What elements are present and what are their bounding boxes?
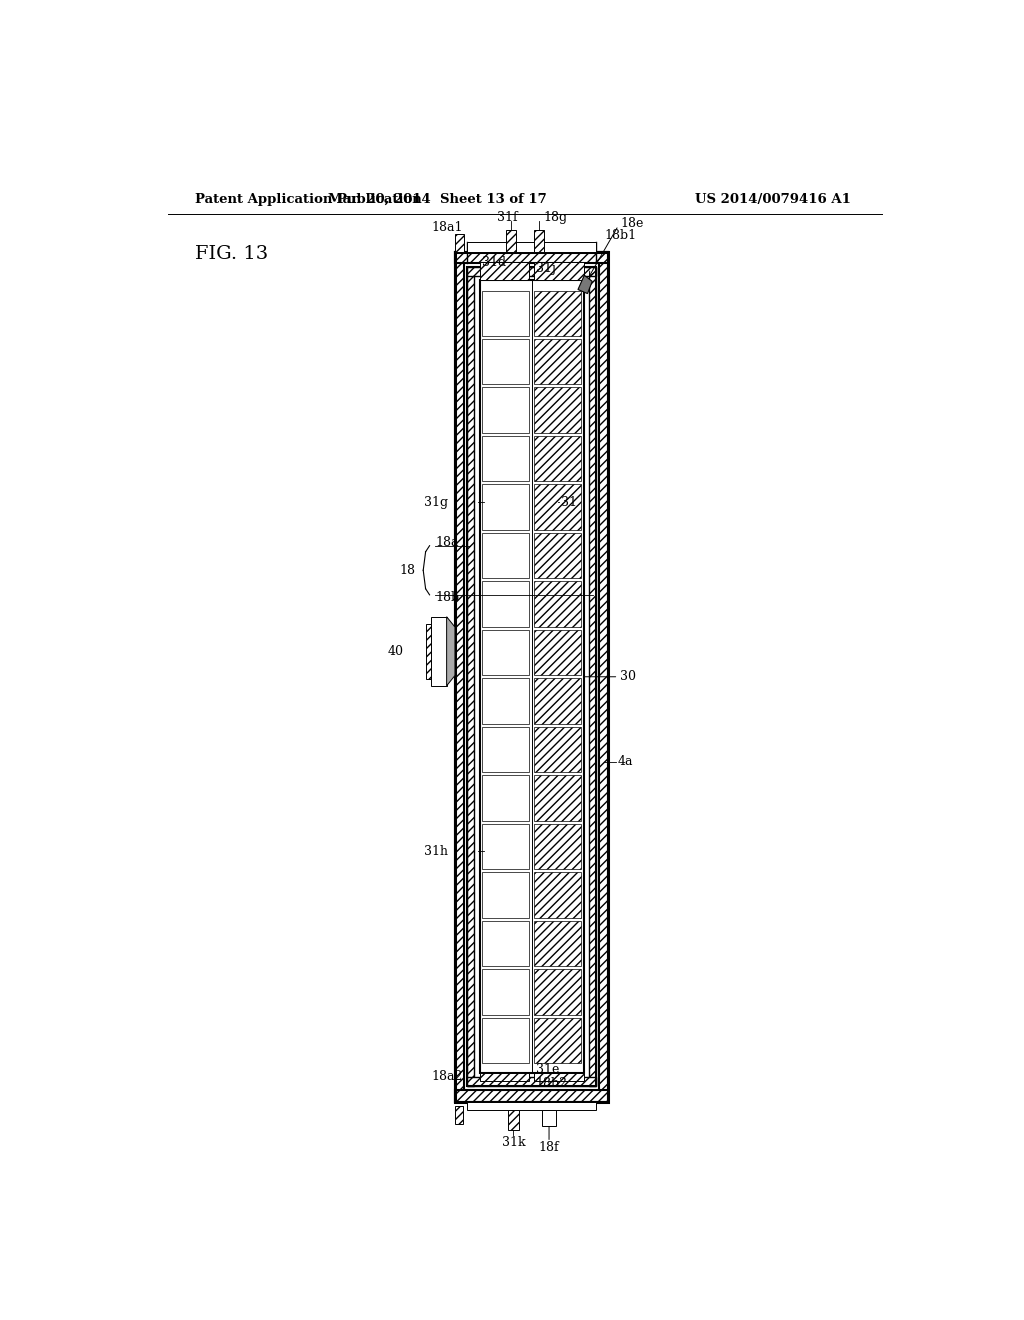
Text: 31j: 31j (536, 261, 555, 275)
Bar (534, 1073, 584, 1081)
Text: 40: 40 (387, 644, 403, 657)
Bar (467, 267, 596, 1086)
Bar (482, 484, 529, 529)
Text: 18g: 18g (544, 211, 567, 224)
Bar (431, 616, 446, 686)
Text: 31e: 31e (536, 1063, 559, 1076)
Bar (508, 1110, 518, 1130)
Text: 31: 31 (561, 496, 577, 508)
Bar (534, 290, 582, 337)
Bar (534, 775, 582, 821)
Bar (482, 630, 529, 676)
Bar (534, 339, 582, 384)
Text: 4a: 4a (617, 755, 633, 768)
Text: 18e: 18e (620, 216, 643, 230)
Bar (467, 1102, 596, 1110)
Bar (534, 388, 582, 433)
Text: 18a: 18a (436, 536, 460, 549)
Bar (467, 1077, 596, 1086)
Text: 18f: 18f (539, 1140, 559, 1154)
Bar (535, 230, 545, 252)
Text: 18a2: 18a2 (431, 1071, 463, 1084)
Bar (482, 1018, 529, 1063)
Bar (482, 290, 529, 337)
Bar (534, 920, 582, 966)
Bar (455, 1106, 463, 1125)
Text: 31k: 31k (502, 1135, 525, 1148)
Bar (482, 727, 529, 772)
Bar (482, 388, 529, 433)
Text: 31d: 31d (482, 256, 506, 268)
Bar (482, 581, 529, 627)
Bar (534, 873, 582, 917)
Bar (589, 267, 596, 1086)
Bar (482, 533, 529, 578)
Text: 31f: 31f (497, 211, 517, 224)
Bar (479, 1073, 529, 1081)
Bar (534, 969, 582, 1015)
Bar (534, 727, 582, 772)
Bar (455, 252, 464, 1102)
Bar (455, 234, 464, 252)
Bar (482, 339, 529, 384)
Bar (534, 824, 582, 869)
Text: US 2014/0079416 A1: US 2014/0079416 A1 (695, 193, 851, 206)
Bar (479, 280, 584, 1073)
Text: 31h: 31h (424, 845, 447, 858)
Bar (534, 533, 582, 578)
Bar (467, 267, 474, 1086)
Bar (467, 267, 596, 276)
Bar (482, 678, 529, 723)
Bar (482, 775, 529, 821)
Bar (506, 230, 516, 252)
Bar (599, 252, 608, 1102)
Bar (542, 1110, 556, 1126)
Bar (534, 1018, 582, 1063)
Bar (482, 920, 529, 966)
Text: 18b: 18b (436, 591, 460, 605)
Bar (534, 484, 582, 529)
Bar (479, 263, 529, 280)
Text: 30: 30 (620, 671, 636, 684)
Text: 18b1: 18b1 (604, 228, 636, 242)
Text: 18b2: 18b2 (536, 1077, 567, 1090)
Text: Mar. 20, 2014  Sheet 13 of 17: Mar. 20, 2014 Sheet 13 of 17 (328, 193, 547, 206)
Text: 18a1: 18a1 (431, 220, 463, 234)
Bar (534, 581, 582, 627)
Bar (482, 873, 529, 917)
Text: 31g: 31g (424, 496, 447, 508)
Text: 18: 18 (399, 564, 416, 577)
Polygon shape (578, 276, 592, 293)
Bar (534, 678, 582, 723)
Text: FIG. 13: FIG. 13 (196, 246, 268, 263)
Bar (455, 252, 608, 1102)
Bar (455, 252, 608, 263)
Bar (455, 1090, 608, 1102)
Bar (426, 623, 431, 678)
Bar (534, 263, 584, 280)
Bar (534, 436, 582, 482)
Text: Patent Application Publication: Patent Application Publication (196, 193, 422, 206)
Bar (482, 969, 529, 1015)
Bar (482, 436, 529, 482)
Bar (467, 242, 596, 252)
Bar (482, 824, 529, 869)
Polygon shape (446, 616, 455, 686)
Bar (534, 630, 582, 676)
